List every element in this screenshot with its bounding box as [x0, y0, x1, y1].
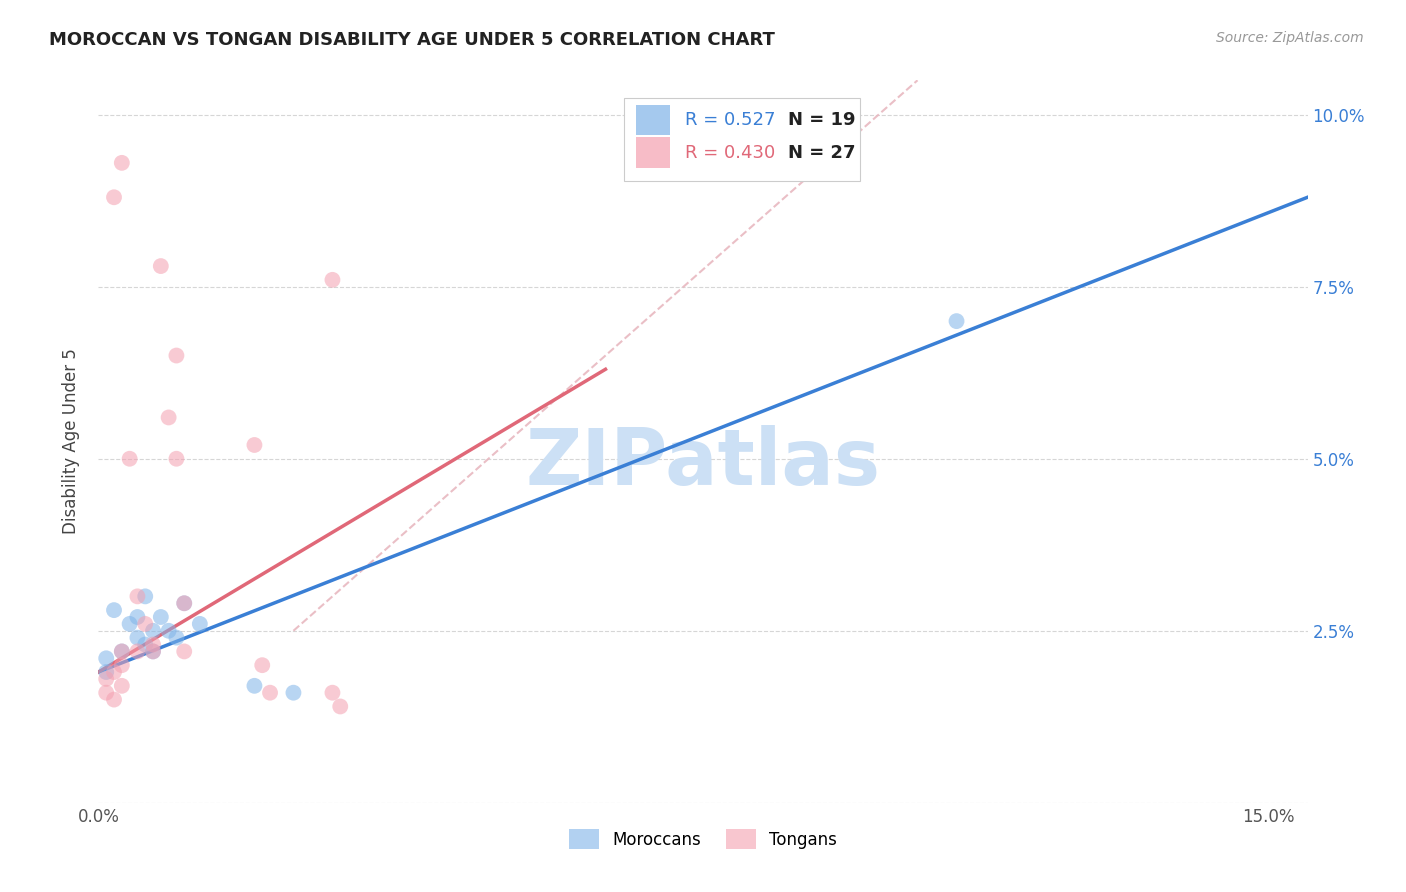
- Point: [127, 644, 149, 658]
- Point: [259, 686, 281, 700]
- Point: [173, 596, 195, 610]
- Point: [142, 638, 165, 652]
- Point: [321, 686, 343, 700]
- Point: [96, 651, 118, 665]
- Text: N = 27: N = 27: [787, 144, 855, 161]
- Text: ZIPatlas: ZIPatlas: [526, 425, 880, 501]
- Point: [134, 590, 156, 604]
- Point: [945, 314, 967, 328]
- Point: [134, 638, 156, 652]
- Point: [149, 610, 172, 624]
- Point: [111, 644, 134, 658]
- Point: [329, 699, 352, 714]
- Point: [149, 259, 172, 273]
- Y-axis label: Disability Age Under 5: Disability Age Under 5: [62, 349, 80, 534]
- Text: R = 0.430: R = 0.430: [685, 144, 775, 161]
- FancyBboxPatch shape: [637, 137, 671, 168]
- Text: N = 19: N = 19: [787, 111, 855, 129]
- Point: [173, 644, 195, 658]
- Point: [96, 672, 118, 686]
- Point: [111, 644, 134, 658]
- Point: [142, 644, 165, 658]
- FancyBboxPatch shape: [624, 98, 860, 181]
- Point: [188, 616, 211, 631]
- Point: [96, 686, 118, 700]
- Text: Source: ZipAtlas.com: Source: ZipAtlas.com: [1216, 31, 1364, 45]
- Point: [111, 658, 134, 673]
- Point: [142, 624, 165, 638]
- Point: [283, 686, 305, 700]
- Point: [103, 665, 125, 679]
- Point: [165, 451, 187, 466]
- Point: [134, 616, 156, 631]
- FancyBboxPatch shape: [637, 105, 671, 136]
- Point: [111, 156, 134, 170]
- Point: [127, 590, 149, 604]
- Point: [142, 644, 165, 658]
- Point: [252, 658, 274, 673]
- Point: [118, 616, 141, 631]
- Point: [157, 410, 180, 425]
- Point: [111, 679, 134, 693]
- Point: [243, 438, 266, 452]
- Point: [96, 665, 118, 679]
- Legend: Moroccans, Tongans: Moroccans, Tongans: [562, 822, 844, 856]
- Point: [243, 679, 266, 693]
- Point: [103, 190, 125, 204]
- Point: [103, 603, 125, 617]
- Point: [127, 631, 149, 645]
- Point: [321, 273, 343, 287]
- Point: [173, 596, 195, 610]
- Text: R = 0.527: R = 0.527: [685, 111, 775, 129]
- Point: [165, 631, 187, 645]
- Point: [165, 349, 187, 363]
- Point: [127, 610, 149, 624]
- Point: [157, 624, 180, 638]
- Point: [118, 451, 141, 466]
- Point: [103, 692, 125, 706]
- Text: MOROCCAN VS TONGAN DISABILITY AGE UNDER 5 CORRELATION CHART: MOROCCAN VS TONGAN DISABILITY AGE UNDER …: [49, 31, 775, 49]
